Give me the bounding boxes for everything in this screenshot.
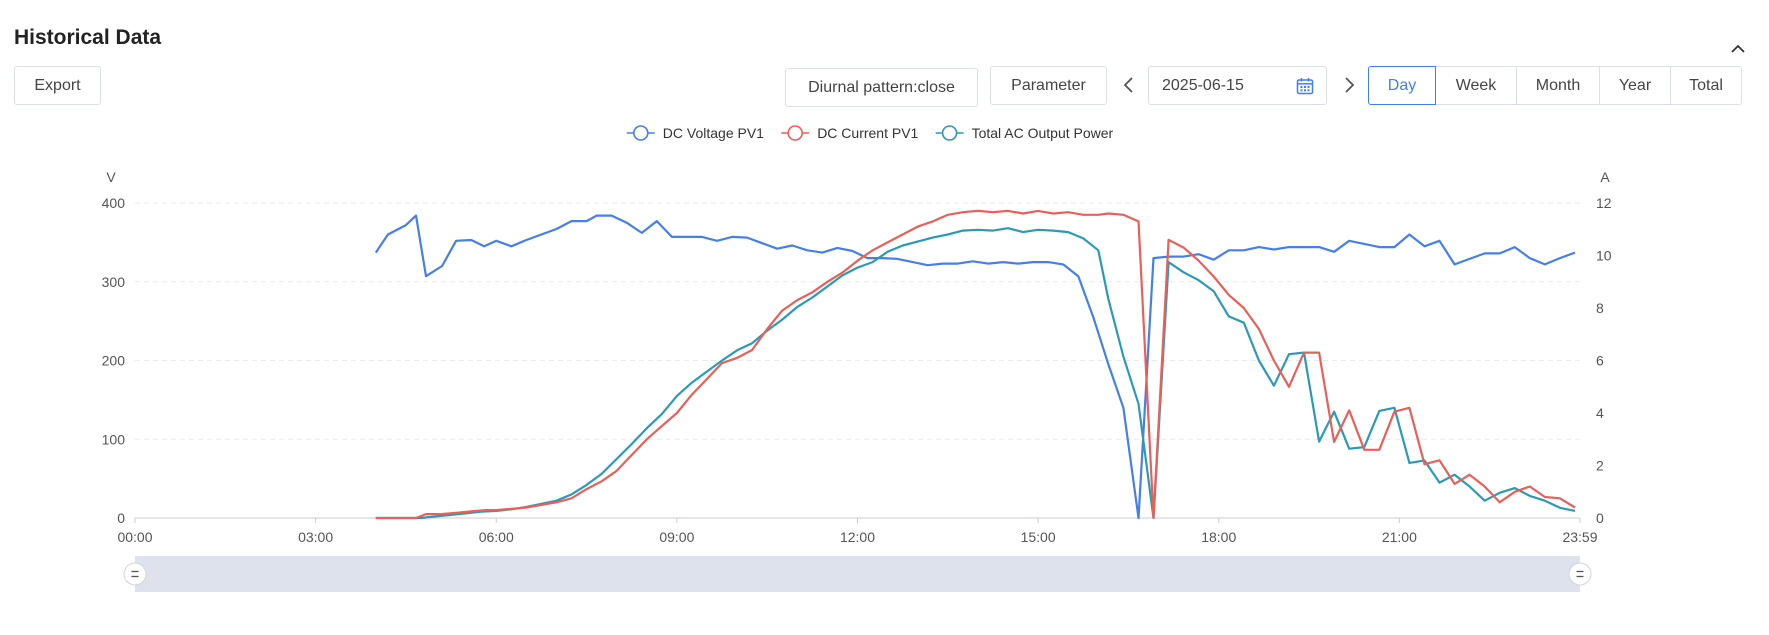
chevron-left-icon[interactable]: [1119, 75, 1139, 95]
date-picker[interactable]: 2025-06-15: [1148, 66, 1327, 105]
tab-week[interactable]: Week: [1435, 66, 1517, 105]
y-right-tick-label: 2: [1596, 458, 1604, 474]
x-tick-label: 15:00: [1021, 529, 1056, 545]
tab-year[interactable]: Year: [1599, 66, 1671, 105]
y-left-tick-label: 200: [102, 353, 126, 369]
chevron-up-icon[interactable]: [1727, 38, 1749, 60]
zoom-track: [135, 556, 1580, 592]
legend-label: DC Current PV1: [817, 125, 918, 141]
legend-item-dc-voltage-pv1[interactable]: DC Voltage PV1: [626, 125, 764, 141]
legend-swatch-marker: [787, 125, 804, 141]
legend-item-dc-current-pv1[interactable]: DC Current PV1: [781, 125, 919, 141]
zoom-handle-left[interactable]: [123, 562, 147, 586]
x-tick-label: 23:59: [1562, 529, 1597, 545]
y-right-tick-label: 12: [1596, 195, 1612, 211]
x-tick-label: 03:00: [298, 529, 333, 545]
y-left-unit-label: V: [106, 169, 116, 185]
y-right-tick-label: 4: [1596, 405, 1604, 421]
diurnal-pattern-button[interactable]: Diurnal pattern:close: [785, 68, 978, 107]
legend-swatch-marker: [941, 125, 958, 141]
x-tick-label: 09:00: [659, 529, 694, 545]
page-title: Historical Data: [14, 26, 162, 49]
x-tick-label: 21:00: [1382, 529, 1417, 545]
export-button[interactable]: Export: [14, 66, 101, 105]
series-line-dc-voltage-pv1: [374, 214, 1576, 520]
legend-label: Total AC Output Power: [972, 125, 1114, 141]
parameter-button[interactable]: Parameter: [990, 66, 1107, 105]
y-right-tick-label: 10: [1596, 248, 1612, 264]
series-line-dc-current-pv1: [375, 209, 1576, 520]
y-left-tick-label: 300: [102, 274, 126, 290]
legend-label: DC Voltage PV1: [663, 125, 764, 141]
chevron-right-icon[interactable]: [1339, 75, 1359, 95]
y-left-tick-label: 0: [117, 510, 125, 526]
legend-item-total-ac-output-power[interactable]: Total AC Output Power: [935, 125, 1114, 141]
y-left-tick-label: 100: [102, 431, 126, 447]
period-selector: Day Week Month Year Total: [1368, 66, 1742, 105]
y-right-tick-label: 0: [1596, 510, 1604, 526]
x-tick-label: 00:00: [117, 529, 152, 545]
legend-swatch-marker: [632, 125, 649, 141]
y-left-tick-label: 400: [102, 195, 126, 211]
date-value: 2025-06-15: [1162, 77, 1244, 94]
tab-day[interactable]: Day: [1368, 66, 1436, 105]
chart-legend: DC Voltage PV1 DC Current PV1 Total AC Out…: [626, 125, 1114, 141]
x-tick-label: 12:00: [840, 529, 875, 545]
y-right-tick-label: 8: [1596, 300, 1604, 316]
x-tick-label: 18:00: [1201, 529, 1236, 545]
zoom-handle-knob: [1568, 562, 1592, 586]
calendar-icon: [1296, 78, 1314, 95]
y-right-unit-label: A: [1600, 169, 1610, 185]
data-zoom-slider: [123, 556, 1592, 592]
x-tick-label: 06:00: [479, 529, 514, 545]
series-line-total-ac-output-power: [375, 227, 1576, 520]
tab-total[interactable]: Total: [1670, 66, 1742, 105]
zoom-handle-knob: [123, 562, 147, 586]
zoom-handle-right[interactable]: [1568, 562, 1592, 586]
y-right-tick-label: 6: [1596, 353, 1604, 369]
